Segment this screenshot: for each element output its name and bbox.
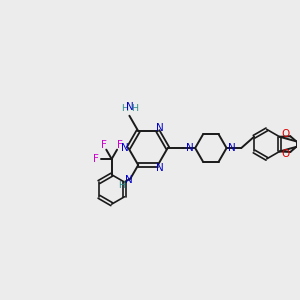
Text: O: O (281, 149, 290, 159)
Text: F: F (101, 140, 107, 150)
Text: H: H (118, 181, 125, 190)
Text: F: F (93, 154, 99, 164)
Text: N: N (156, 164, 164, 173)
Text: F: F (117, 140, 122, 150)
Text: N: N (125, 102, 133, 112)
Text: N: N (124, 175, 132, 184)
Text: H: H (131, 104, 138, 113)
Text: N: N (156, 123, 164, 133)
Text: N: N (121, 143, 128, 153)
Text: N: N (186, 143, 194, 153)
Text: O: O (281, 129, 290, 139)
Text: N: N (228, 143, 235, 153)
Text: H: H (121, 104, 128, 113)
